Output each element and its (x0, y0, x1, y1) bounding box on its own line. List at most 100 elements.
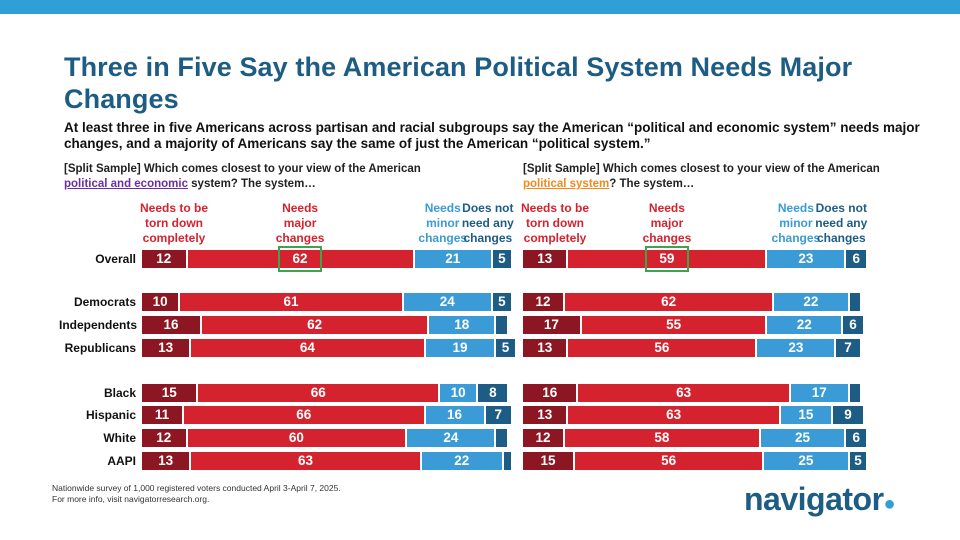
row-label-black: Black (103, 386, 136, 400)
bar-value-label: 23 (798, 251, 814, 266)
bar-aapi-does-not-need-any-changes (849, 452, 867, 470)
column-header-line: changes (463, 231, 513, 245)
column-header-needs-minor-changes: Needs minor changes (751, 201, 841, 246)
bar-value-label: 21 (445, 251, 461, 266)
bar-black-needs-to-be-torn-down-completely (142, 384, 197, 402)
bar-value-label: 25 (795, 430, 811, 445)
bar-black-needs-major-changes (578, 384, 789, 402)
bar-value-label: 15 (161, 385, 177, 400)
bar-overall-needs-major-changes (568, 250, 766, 268)
bar-value-label: 13 (158, 453, 174, 468)
bar-democrats-needs-major-changes (565, 293, 773, 311)
bar-black-needs-minor-changes (440, 384, 477, 402)
bar-overall-needs-to-be-torn-down-completely (523, 250, 567, 268)
bar-democrats-needs-minor-changes (774, 293, 848, 311)
bar-value-label: 56 (661, 453, 677, 468)
bar-democrats-needs-to-be-torn-down-completely (142, 293, 179, 311)
bar-overall-needs-minor-changes (767, 250, 845, 268)
bar-value-label: 22 (803, 294, 819, 309)
bar-aapi-needs-to-be-torn-down-completely (523, 452, 574, 470)
bar-democrats-needs-major-changes (180, 293, 402, 311)
column-header-line: changes (816, 231, 866, 245)
bar-hispanic-needs-minor-changes (425, 406, 484, 424)
bar-independents-needs-minor-changes (767, 316, 841, 334)
bar-value-label: 8 (489, 385, 497, 400)
bar-democrats-needs-minor-changes (403, 293, 491, 311)
bar-value-label: 63 (298, 453, 314, 468)
bar-hispanic-needs-minor-changes (780, 406, 831, 424)
bar-white-needs-minor-changes (760, 429, 845, 447)
bar-value-label: 17 (811, 385, 827, 400)
bar-white-does-not-need-any-changes (496, 429, 508, 447)
bar-value-label: 55 (666, 317, 682, 332)
bar-value-label: 13 (537, 407, 553, 422)
bar-value-label: 5 (501, 340, 510, 355)
bar-value-label: 24 (439, 294, 455, 309)
column-header-line: need any (461, 216, 514, 230)
bar-republicans-needs-minor-changes (425, 339, 495, 357)
question-left-post: system? The system… (187, 178, 316, 190)
bar-republicans-needs-major-changes (191, 339, 424, 357)
highlight-box (278, 246, 323, 272)
question-right-pre: [Split Sample] Which comes closest to yo… (523, 163, 880, 175)
column-header-needs-to-be-torn-down-completely: Needs to be torn down completely (510, 201, 600, 246)
bar-hispanic-needs-major-changes (183, 406, 424, 424)
bar-white-needs-to-be-torn-down-completely (523, 429, 564, 447)
column-header-line: Needs to be (139, 201, 208, 215)
row-label-independents: Independents (59, 318, 138, 332)
column-header-line: major (650, 216, 684, 230)
column-header-line: Needs (777, 201, 814, 215)
column-header-line: Needs (648, 201, 685, 215)
bar-value-label: 62 (292, 251, 308, 266)
bar-value-label: 58 (654, 430, 670, 445)
bar-value-label: 12 (535, 430, 551, 445)
bar-value-label: 64 (299, 340, 315, 355)
top-accent-bar (0, 0, 960, 14)
bar-hispanic-needs-to-be-torn-down-completely (523, 406, 567, 424)
bar-independents-needs-minor-changes (429, 316, 495, 334)
bar-independents-does-not-need-any-changes (842, 316, 863, 334)
bar-hispanic-needs-to-be-torn-down-completely (142, 406, 182, 424)
column-header-line: Does not (462, 201, 514, 215)
bar-black-does-not-need-any-changes (478, 384, 508, 402)
bar-aapi-needs-to-be-torn-down-completely (142, 452, 190, 470)
bar-independents-needs-major-changes (581, 316, 766, 334)
bar-value-label: 13 (537, 251, 553, 266)
bar-hispanic-does-not-need-any-changes (832, 406, 863, 424)
column-header-line: Needs (282, 201, 319, 215)
column-header-line: minor (426, 216, 460, 230)
footnote-line-2: For more info, visit navigatorresearch.o… (52, 494, 210, 504)
footnote-line-1: Nationwide survey of 1,000 registered vo… (52, 483, 341, 493)
bar-aapi-needs-minor-changes (764, 452, 848, 470)
bar-value-label: 23 (788, 340, 804, 355)
column-header-line: Does not (815, 201, 867, 215)
page-title: Three in Five Say the American Political… (64, 52, 853, 114)
question-left-link[interactable]: political and economic (64, 178, 188, 190)
bar-value-label: 6 (852, 251, 861, 266)
bar-value-label: 62 (307, 317, 323, 332)
column-header-line: completely (142, 231, 206, 245)
bar-overall-needs-major-changes (187, 250, 413, 268)
question-right-link[interactable]: political system (523, 178, 610, 190)
bar-white-needs-major-changes (187, 429, 406, 447)
row-label-overall: Overall (95, 252, 136, 266)
bar-value-label: 25 (798, 453, 814, 468)
navigator-logo: navigator● (744, 481, 896, 518)
bar-value-label: 5 (498, 294, 506, 309)
row-label-democrats: Democrats (73, 295, 136, 309)
bar-independents-needs-to-be-torn-down-completely (142, 316, 201, 334)
bar-republicans-needs-to-be-torn-down-completely (523, 339, 567, 357)
bar-value-label: 7 (844, 340, 852, 355)
column-header-needs-major-changes: Needs major changes (255, 201, 345, 246)
bar-value-label: 16 (163, 317, 179, 332)
column-header-line: Needs to be (520, 201, 589, 215)
column-header-line: Needs (424, 201, 461, 215)
bar-aapi-needs-major-changes (575, 452, 763, 470)
bar-republicans-does-not-need-any-changes (836, 339, 860, 357)
bar-overall-needs-minor-changes (414, 250, 491, 268)
bar-value-label: 22 (454, 453, 470, 468)
bar-value-label: 15 (540, 453, 556, 468)
bar-republicans-needs-minor-changes (757, 339, 835, 357)
question-right-post: ? The system… (609, 178, 695, 190)
row-label-republicans: Republicans (64, 341, 136, 355)
